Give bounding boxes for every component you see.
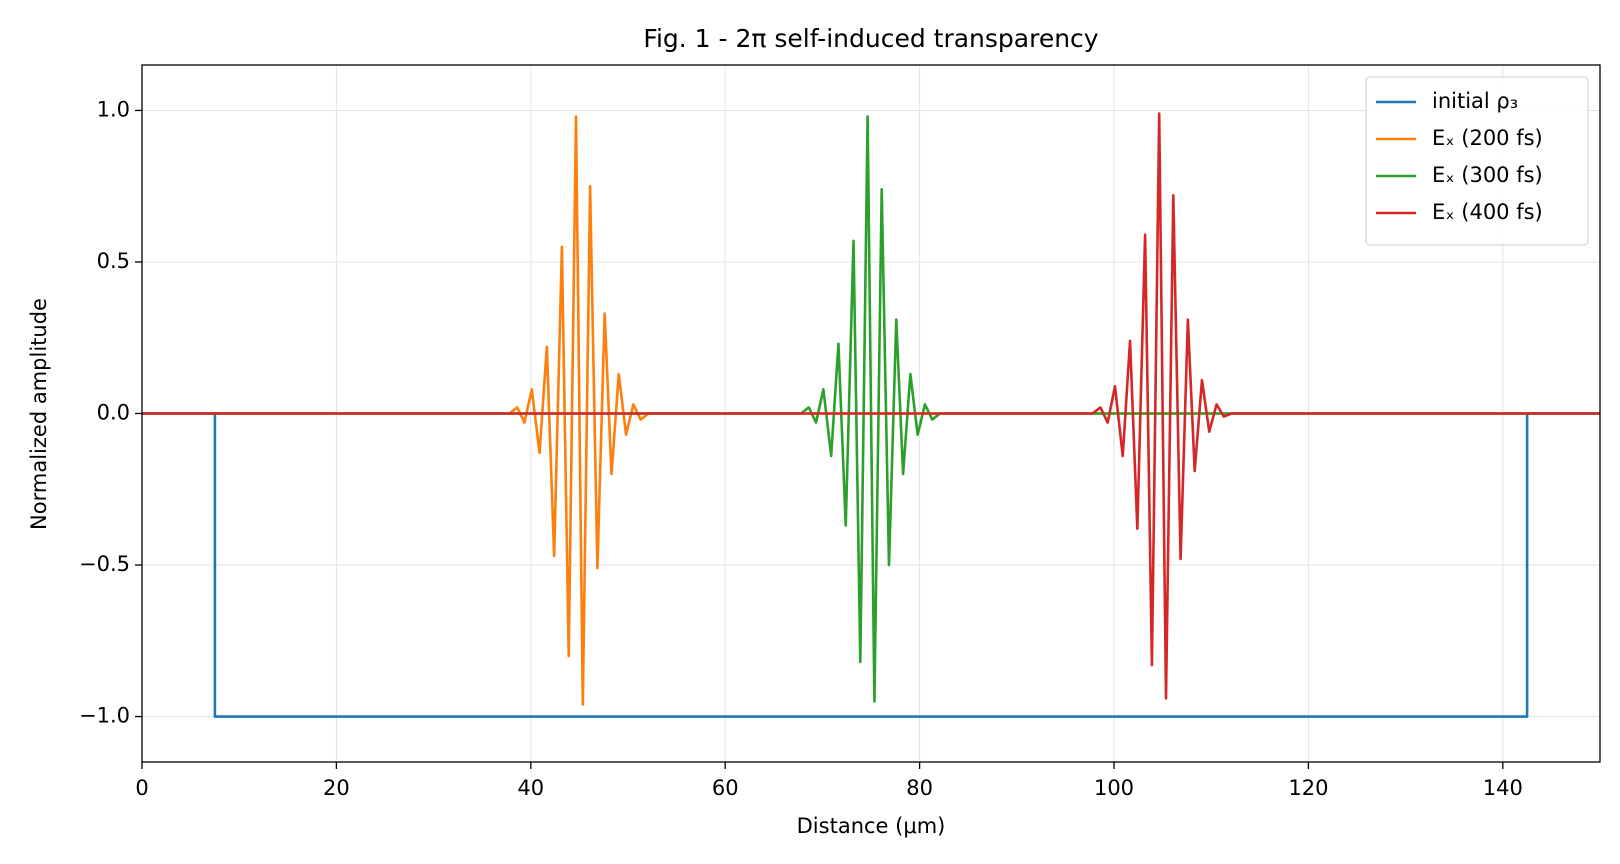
x-axis-label: Distance (μm) — [797, 814, 946, 838]
x-tick-label: 100 — [1094, 776, 1134, 800]
y-tick-label: −1.0 — [79, 704, 130, 728]
legend-label: Eₓ (300 fs) — [1432, 163, 1543, 187]
x-tick-label: 140 — [1483, 776, 1523, 800]
x-tick-label: 40 — [517, 776, 544, 800]
y-axis-label: Normalized amplitude — [27, 298, 51, 530]
legend-label: initial ρ₃ — [1432, 89, 1518, 113]
series-line — [142, 115, 1600, 703]
y-tick-label: 1.0 — [97, 97, 130, 121]
x-tick-label: 80 — [906, 776, 933, 800]
x-tick-label: 120 — [1288, 776, 1328, 800]
legend-label: Eₓ (400 fs) — [1432, 200, 1543, 224]
x-tick-label: 20 — [323, 776, 350, 800]
x-tick-label: 60 — [712, 776, 739, 800]
legend-label: Eₓ (200 fs) — [1432, 126, 1543, 150]
plot-frame — [141, 64, 1601, 763]
x-tick-label: 0 — [135, 776, 148, 800]
y-tick-label: 0.0 — [97, 401, 130, 425]
y-tick-label: −0.5 — [79, 552, 130, 576]
series-line — [142, 115, 1600, 706]
series-line — [142, 112, 1600, 700]
y-tick-label: 0.5 — [97, 249, 130, 273]
legend-box — [1365, 76, 1589, 246]
chart-title: Fig. 1 - 2π self-induced transparency — [643, 24, 1098, 53]
